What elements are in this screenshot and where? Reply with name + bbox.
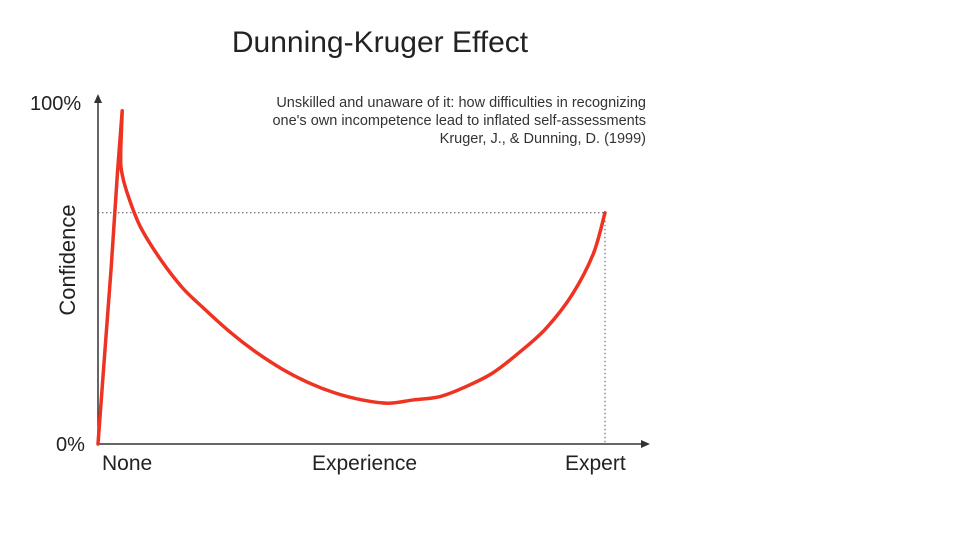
citation-line-3: Kruger, J., & Dunning, D. (1999) [439, 131, 646, 147]
y-tick-label-top: 100% [30, 93, 82, 115]
confidence-curve-line [96, 109, 607, 446]
x-tick-label-experience: Experience [312, 452, 418, 475]
y-tick-label-bottom: 0% [56, 434, 85, 456]
chart-title: Dunning-Kruger Effect [231, 26, 529, 59]
citation-line-1: Unskilled and unaware of it: how difficu… [276, 95, 646, 111]
y-axis-arrow [94, 94, 102, 103]
x-axis-arrow [641, 440, 650, 448]
citation-block: Unskilled and unaware of it: how difficu… [166, 94, 646, 148]
x-tick-label-none: None [102, 452, 153, 475]
citation-line-2: one's own incompetence lead to inflated … [272, 113, 646, 129]
x-tick-label-expert: Expert [565, 452, 626, 475]
